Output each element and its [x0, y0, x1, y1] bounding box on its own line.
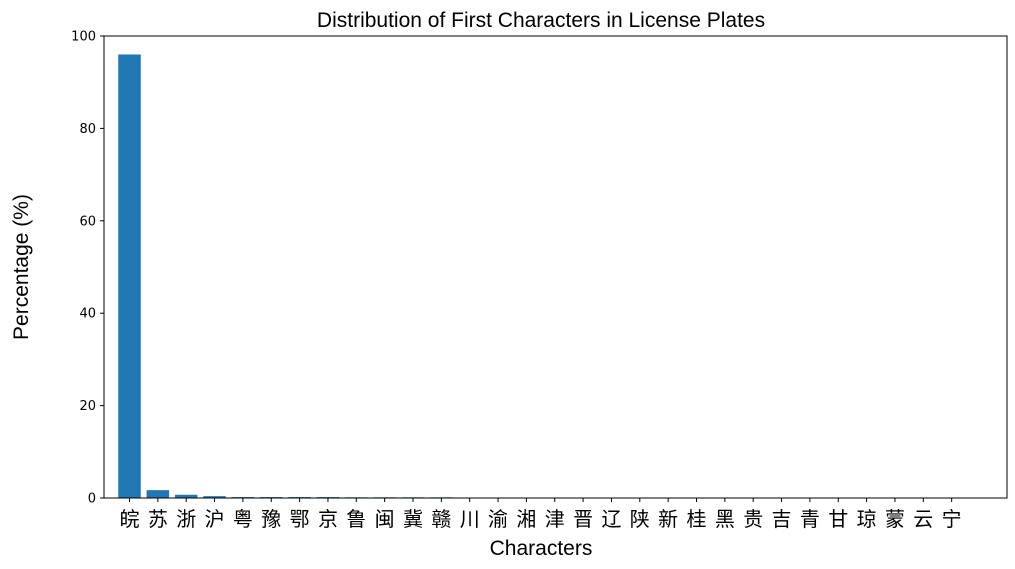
x-tick-label: 甘 — [828, 507, 848, 531]
x-axis: 皖苏浙沪粤豫鄂京鲁闽冀赣川渝湘津晋辽陕新桂黑贵吉青甘琼蒙云宁 — [120, 498, 962, 531]
x-tick-label: 皖 — [120, 507, 140, 531]
x-tick-label: 贵 — [743, 507, 763, 531]
x-tick-label: 青 — [800, 507, 820, 531]
x-tick-label: 津 — [545, 507, 565, 531]
x-tick-label: 川 — [460, 507, 480, 531]
x-tick-label: 晋 — [573, 507, 593, 531]
x-tick-label: 云 — [913, 507, 933, 531]
x-tick-label: 京 — [318, 507, 338, 531]
x-tick-label: 沪 — [205, 507, 225, 531]
bar — [174, 494, 198, 498]
x-tick-label: 吉 — [772, 507, 792, 531]
x-axis-label: Characters — [490, 537, 593, 560]
x-tick-label: 宁 — [942, 507, 962, 531]
plot-frame — [103, 35, 1008, 499]
y-tick-label: 40 — [79, 307, 96, 322]
y-axis: 0 20 40 60 80 100 — [71, 30, 104, 507]
x-tick-label: 苏 — [148, 507, 168, 531]
chart-title: Distribution of First Characters in Lice… — [317, 9, 765, 32]
x-tick-label: 新 — [658, 507, 678, 531]
x-tick-label: 黑 — [715, 507, 735, 531]
x-tick-label: 琼 — [857, 507, 877, 531]
bar — [146, 490, 170, 498]
x-tick-label: 桂 — [687, 507, 707, 531]
y-axis-label: Percentage (%) — [10, 194, 33, 340]
y-tick-label: 0 — [88, 492, 96, 507]
bar — [118, 54, 141, 498]
x-tick-label: 赣 — [431, 507, 451, 531]
x-tick-label: 鄂 — [290, 507, 310, 531]
x-tick-label: 蒙 — [885, 507, 905, 531]
x-tick-label: 陕 — [630, 507, 650, 531]
y-tick-label: 100 — [71, 30, 96, 45]
x-tick-label: 辽 — [601, 507, 621, 531]
x-tick-label: 粤 — [233, 507, 253, 531]
y-tick-label: 20 — [79, 399, 96, 414]
bar — [203, 496, 226, 498]
x-tick-label: 渝 — [488, 507, 508, 531]
y-tick-label: 60 — [79, 214, 96, 229]
y-tick-label: 80 — [79, 122, 96, 137]
x-tick-label: 豫 — [261, 507, 281, 531]
x-tick-label: 湘 — [516, 507, 536, 531]
x-tick-label: 浙 — [176, 507, 196, 531]
x-tick-label: 鲁 — [346, 507, 366, 531]
x-tick-label: 闽 — [375, 507, 395, 531]
x-tick-label: 冀 — [403, 507, 423, 531]
